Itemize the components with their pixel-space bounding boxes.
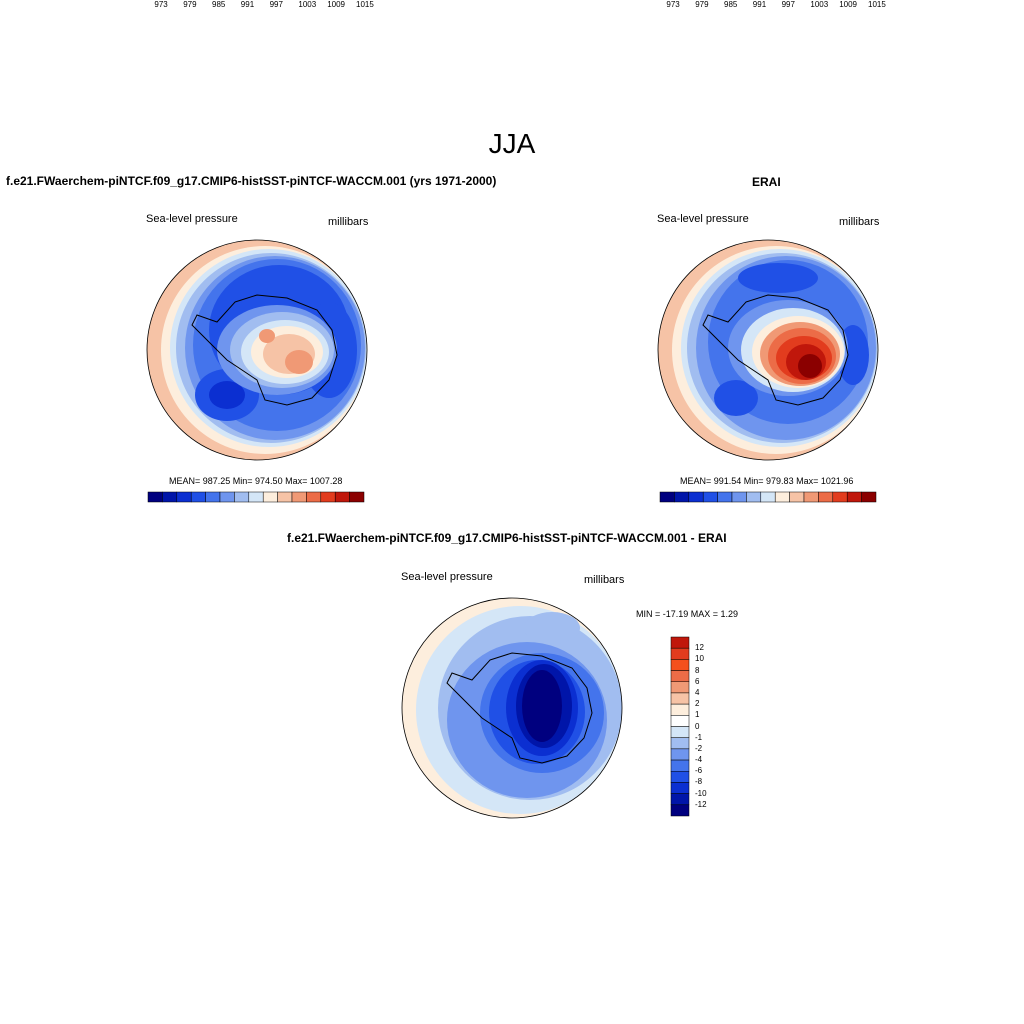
colorbar-swatch — [717, 491, 733, 503]
panel-1-stats: MEAN= 987.25 Min= 974.50 Max= 1007.28 — [169, 476, 343, 486]
panel-1-title: f.e21.FWaerchem-piNTCF.f09_g17.CMIP6-his… — [6, 174, 497, 188]
colorbar-swatch — [670, 782, 690, 794]
colorbar-tick-label: 1009 — [839, 0, 857, 9]
colorbar-tick-label: 973 — [666, 0, 680, 9]
colorbar-swatch — [248, 491, 264, 503]
colorbar-tick-label: -1 — [695, 732, 703, 742]
colorbar-tick-label: 985 — [212, 0, 226, 9]
colorbar-swatch — [861, 491, 877, 503]
colorbar-tick-label: 991 — [240, 0, 255, 9]
colorbar-swatch — [670, 636, 690, 649]
colorbar-swatch — [731, 491, 747, 503]
colorbar-swatch — [803, 491, 819, 503]
colorbar-swatch — [306, 491, 322, 503]
panel-2-variable-label: Sea-level pressure — [657, 213, 749, 225]
colorbar-swatch — [334, 491, 350, 503]
antarctica-coastline — [191, 294, 338, 406]
colorbar-swatch — [670, 759, 690, 772]
colorbar-tick-label: 1015 — [356, 0, 374, 9]
colorbar-swatch — [670, 659, 690, 671]
colorbar-swatch — [789, 491, 805, 503]
colorbar-swatch — [162, 491, 178, 503]
colorbar-tick-label: 1 — [695, 710, 700, 720]
colorbar-swatch — [832, 491, 848, 503]
panel-1-units-label: millibars — [328, 216, 369, 228]
colorbar-swatch — [760, 491, 776, 503]
colorbar-swatch — [190, 491, 206, 503]
colorbar-swatch — [670, 647, 690, 660]
colorbar-swatch — [818, 491, 834, 503]
panel-2-stats: MEAN= 991.54 Min= 979.83 Max= 1021.96 — [680, 476, 854, 486]
colorbar-tick-label: 997 — [269, 0, 283, 9]
panel-3-variable-label: Sea-level pressure — [401, 571, 493, 583]
colorbar-swatch — [659, 491, 675, 503]
colorbar-tick-label: 12 — [695, 643, 704, 653]
antarctica-coastline — [702, 294, 849, 406]
colorbar-swatch — [674, 491, 690, 503]
colorbar-tick-label: 973 — [154, 0, 168, 9]
panel-3-title: f.e21.FWaerchem-piNTCF.f09_g17.CMIP6-his… — [287, 531, 727, 545]
colorbar-swatch — [670, 681, 690, 694]
figure-title: JJA — [488, 128, 536, 159]
colorbar-tick-label: -2 — [695, 743, 703, 753]
colorbar-tick-label: -4 — [695, 755, 703, 765]
panel-3-colorbar — [670, 636, 690, 817]
colorbar-tick-label: 1003 — [298, 0, 317, 9]
colorbar-swatch — [234, 491, 250, 503]
panel-2-polar-map — [657, 239, 879, 461]
colorbar-tick-label: -10 — [695, 788, 707, 798]
colorbar-swatch — [702, 491, 718, 503]
colorbar-swatch — [205, 491, 221, 503]
panel-1-variable-label: Sea-level pressure — [146, 213, 238, 225]
colorbar-tick-label: -12 — [695, 799, 707, 809]
colorbar-tick-label: 991 — [752, 0, 767, 9]
colorbar-swatch — [176, 491, 192, 503]
colorbar-swatch — [670, 703, 690, 716]
colorbar-swatch — [670, 737, 690, 750]
colorbar-swatch — [219, 491, 235, 503]
colorbar-tick-label: -6 — [695, 766, 703, 776]
colorbar-swatch — [670, 715, 690, 727]
colorbar-swatch — [670, 793, 690, 806]
colorbar-swatch — [670, 670, 690, 682]
panel-3-polar-map — [401, 597, 623, 819]
colorbar-tick-label: -8 — [695, 777, 703, 787]
colorbar-swatch — [670, 748, 690, 761]
colorbar-swatch — [349, 491, 365, 503]
colorbar-swatch — [147, 491, 163, 503]
panel-1-polar-map — [146, 239, 368, 461]
colorbar-swatch — [670, 692, 690, 705]
colorbar-swatch — [688, 491, 704, 503]
colorbar-swatch — [746, 491, 762, 503]
colorbar-tick-label: 6 — [695, 676, 700, 686]
colorbar-tick-label: 4 — [695, 687, 700, 697]
colorbar-tick-label: 10 — [695, 654, 704, 664]
colorbar-swatch — [291, 491, 307, 503]
colorbar-tick-label: 8 — [695, 665, 700, 675]
colorbar-swatch — [320, 491, 336, 503]
panel-3-units-label: millibars — [584, 574, 625, 586]
panel-2-units-label: millibars — [839, 216, 880, 228]
colorbar-swatch — [774, 491, 790, 503]
colorbar-tick-label: 1015 — [868, 0, 886, 9]
colorbar-tick-label: 0 — [695, 721, 700, 731]
colorbar-tick-label: 997 — [781, 0, 795, 9]
antarctica-coastline — [446, 652, 593, 764]
colorbar-tick-label: 985 — [724, 0, 738, 9]
colorbar-tick-label: 1009 — [327, 0, 345, 9]
colorbar-tick-label: 979 — [183, 0, 197, 9]
colorbar-tick-label: 2 — [695, 699, 700, 709]
colorbar-swatch — [670, 726, 690, 738]
panel-2-title: ERAI — [752, 175, 781, 189]
colorbar-swatch — [277, 491, 293, 503]
colorbar-swatch — [670, 804, 690, 817]
panel-1-colorbar — [147, 491, 365, 503]
colorbar-tick-label: 1003 — [810, 0, 829, 9]
colorbar-swatch — [846, 491, 862, 503]
panel-3-stats: MIN = -17.19 MAX = 1.29 — [636, 609, 739, 619]
colorbar-swatch — [262, 491, 278, 503]
colorbar-tick-label: 979 — [695, 0, 709, 9]
panel-2-colorbar — [659, 491, 877, 503]
colorbar-swatch — [670, 771, 690, 783]
